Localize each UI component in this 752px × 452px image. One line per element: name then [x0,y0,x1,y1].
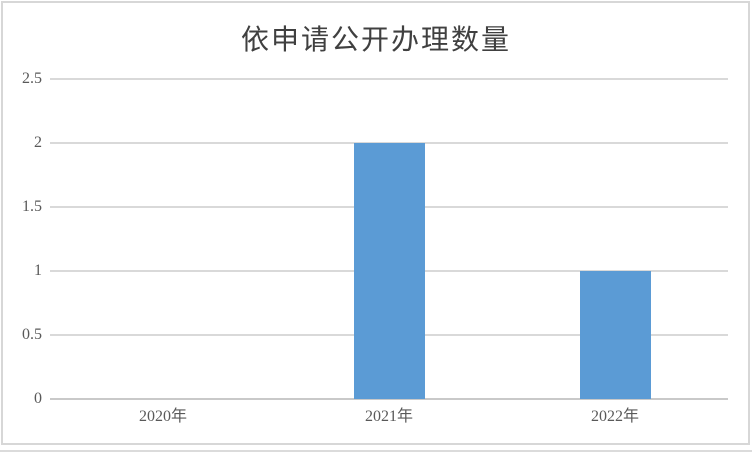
y-tick-label: 1.5 [22,198,42,215]
x-tick-label: 2021年 [364,408,413,425]
x-tick-label: 2020年 [138,408,187,425]
chart-title: 依申请公开办理数量 [240,25,511,56]
y-tick-label: 1 [34,262,42,279]
bar-2021年 [353,143,425,399]
y-tick-label: 2.5 [22,70,42,87]
screenshot-bottom-edge [0,450,752,452]
y-tick-label: 2 [34,134,42,151]
y-tick-label: 0.5 [22,326,42,343]
y-tick-label: 0 [34,390,42,407]
bar-2022年 [579,271,651,399]
x-tick-label: 2022年 [590,408,639,425]
gridline [50,78,728,80]
x-axis-line [50,398,728,400]
